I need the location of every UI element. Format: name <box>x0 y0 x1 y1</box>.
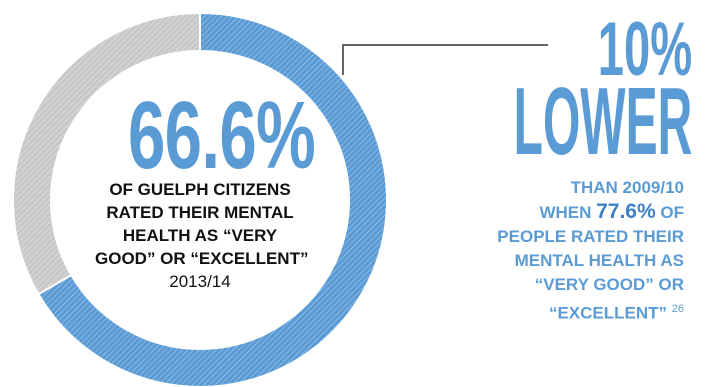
comparison-line-6-text: “excellent” <box>548 303 668 323</box>
comparison-line-5: “very good” or <box>534 275 684 294</box>
comparison-line-4: mental health as <box>514 251 684 270</box>
caption-line-4: good” or “excellent” <box>95 249 309 268</box>
caption-year: 2013/14 <box>169 272 231 291</box>
comparison-line-1: than 2009/10 <box>570 178 684 197</box>
comparison-line-2-pre: when <box>539 203 597 222</box>
comparison-value: 10% <box>597 7 692 92</box>
comparison-line-6: “excellent” 26 <box>384 297 684 326</box>
comparison-caption: than 2009/10 when 77.6% of people rated … <box>384 176 684 326</box>
comparison-line-2-post: of <box>655 203 684 222</box>
comparison-line-2: when 77.6% of <box>384 200 684 225</box>
comparison-word: LOWER <box>513 68 692 175</box>
comparison-line-3: people rated their <box>497 227 684 246</box>
center-percentage: 66.6% <box>128 82 316 189</box>
center-caption: of Guelph citizens rated their mental he… <box>95 178 309 293</box>
caption-line-2: rated their mental <box>106 203 294 222</box>
caption-line-1: of Guelph citizens <box>109 180 291 199</box>
caption-line-3: health as “very <box>122 226 278 245</box>
donut-slice-remainder <box>12 11 201 296</box>
callout-connector <box>342 44 548 75</box>
donut-slice-primary <box>37 11 388 387</box>
comparison-highlight-value: 77.6% <box>596 200 656 223</box>
footnote-marker: 26 <box>671 303 684 315</box>
